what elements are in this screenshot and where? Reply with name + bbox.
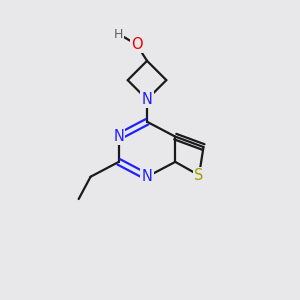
Text: N: N	[142, 92, 152, 107]
Text: S: S	[194, 168, 204, 183]
Text: N: N	[113, 129, 124, 144]
Text: O: O	[131, 37, 142, 52]
Text: N: N	[142, 169, 152, 184]
Text: H: H	[114, 28, 124, 40]
